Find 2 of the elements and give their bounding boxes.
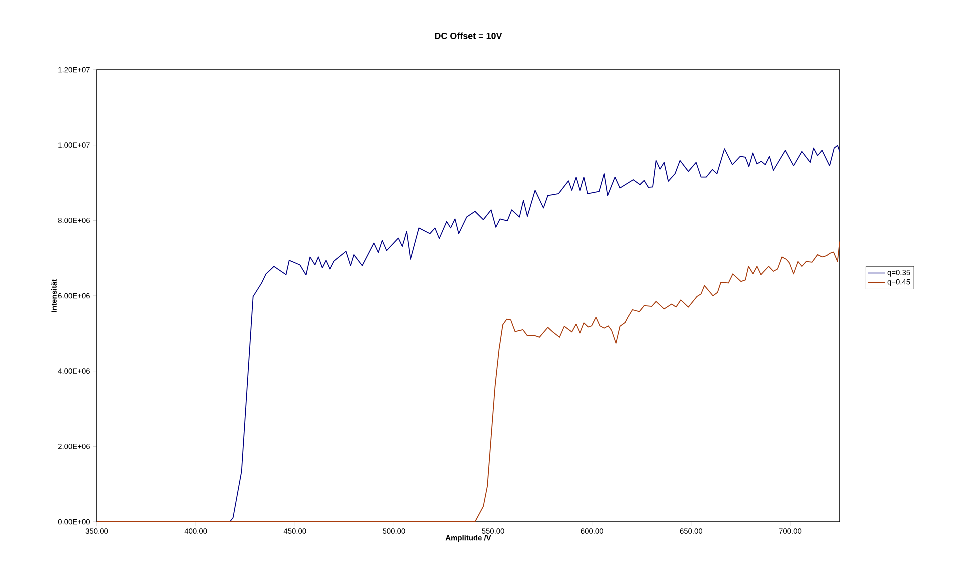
line-series (96, 241, 840, 522)
chart-title: DC Offset = 10V (435, 32, 502, 40)
